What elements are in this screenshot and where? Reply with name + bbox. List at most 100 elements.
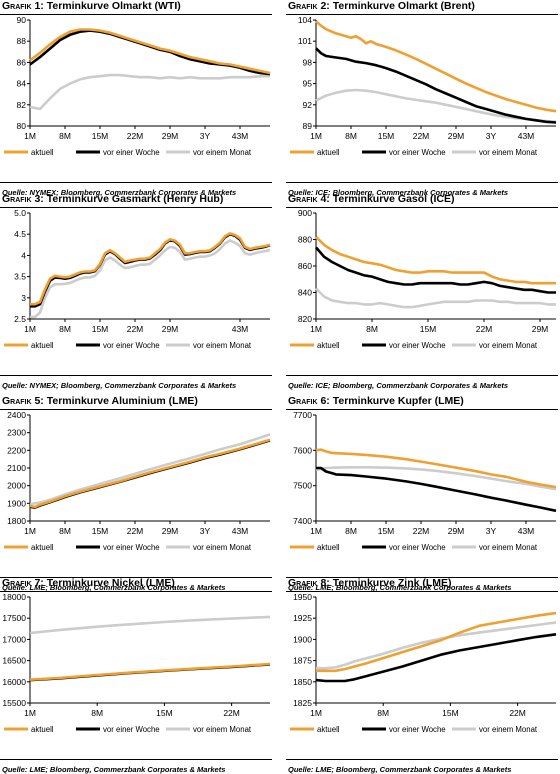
chart-source: Quelle: LME; Bloomberg, Commerzbank Corp…: [288, 583, 512, 592]
series-line-woche: [29, 29, 271, 76]
bottom-rule: [0, 182, 272, 183]
x-tick-label: 8M: [59, 131, 71, 141]
y-tick-label: 3: [21, 293, 26, 303]
legend-label: aktuell: [31, 341, 54, 350]
x-tick-label: 3Y: [200, 131, 211, 141]
x-tick-label: 22M: [509, 708, 526, 718]
chart-title: Grafik 4: Terminkurve Gasöl (ICE): [288, 193, 455, 205]
x-tick-label: 15M: [92, 131, 109, 141]
y-tick-label: 86: [17, 57, 27, 67]
y-tick-label: 1950: [293, 592, 312, 602]
x-tick-label: 1M: [24, 708, 36, 718]
x-tick-label: 43M: [232, 526, 249, 536]
x-tick-label: 8M: [59, 324, 71, 334]
legend-label: vor einer Woche: [103, 543, 160, 552]
series-line-monat: [315, 88, 557, 124]
series-line-aktuell: [315, 448, 557, 489]
top-rule: [286, 591, 558, 592]
x-tick-label: 1M: [310, 708, 322, 718]
y-tick-label: 1850: [293, 677, 312, 687]
top-rule: [286, 207, 558, 208]
series-line-woche: [316, 466, 557, 513]
line-chart: 80 82 84 86 88 90 1M 8M 15M 22M 29M 3Y 43M aktuell vor…: [4, 15, 271, 157]
series-line-aktuell: [316, 611, 557, 673]
chart-title: Grafik 3: Terminkurve Gasmarkt (Henry Hu…: [2, 193, 224, 205]
x-tick-label: 1M: [310, 131, 322, 141]
y-tick-label: 840: [298, 288, 312, 298]
chart-source: Quelle: LME; Bloomberg, Commerzbank Corp…: [2, 765, 226, 774]
legend-label: vor einer Woche: [389, 725, 446, 734]
x-tick-label: 1M: [24, 526, 36, 536]
chart-panel-2: Grafik 2: Terminkurve Olmarkt (Brent) 89…: [286, 0, 558, 197]
x-tick-label: 22M: [127, 526, 144, 536]
x-tick-label: 15M: [420, 324, 437, 334]
series-line-woche: [315, 246, 556, 294]
chart-title: Grafik 8: Terminkurve Zink (LME): [288, 577, 452, 589]
legend-label: vor einer Woche: [103, 148, 160, 157]
legend-label: aktuell: [31, 725, 54, 734]
chart-source: Quelle: ICE; Bloomberg, Commerzbank Corp…: [288, 381, 509, 390]
chart-panel-1: Grafik 1: Terminkurve Olmarkt (WTI) 80 82…: [0, 0, 272, 197]
chart-panel-5: Grafik 5: Terminkurve Aluminium (LME) 18…: [0, 395, 272, 592]
y-tick-label: 88: [17, 36, 27, 46]
y-tick-label: 15500: [2, 698, 26, 708]
series-line-aktuell: [315, 235, 556, 285]
y-tick-label: 1925: [293, 613, 312, 623]
series-line-monat: [29, 73, 270, 111]
legend-label: aktuell: [317, 341, 340, 350]
x-tick-label: 3Y: [486, 526, 497, 536]
chart-source: Quelle: ICE; Bloomberg, Commerzbank Corp…: [288, 188, 509, 197]
legend-label: vor einer Woche: [389, 341, 446, 350]
legend-label: vor einem Monat: [479, 341, 538, 350]
y-tick-label: 4.5: [14, 229, 26, 239]
y-tick-label: 1825: [293, 698, 312, 708]
series-line-aktuell: [30, 232, 271, 306]
chart-title: Grafik 6: Terminkurve Kupfer (LME): [288, 395, 464, 407]
x-tick-label: 29M: [448, 131, 465, 141]
series-line-aktuell: [315, 20, 557, 113]
bottom-rule: [286, 375, 558, 376]
y-tick-label: 3.5: [14, 272, 26, 282]
chart-panel-8: Grafik 8: Terminkurve Zink (LME) 1825 185…: [286, 577, 558, 774]
series-line-woche: [30, 232, 271, 308]
legend-label: vor einer Woche: [389, 543, 446, 552]
legend-label: aktuell: [31, 543, 54, 552]
x-tick-label: 43M: [518, 131, 535, 141]
series-line-woche: [315, 633, 557, 683]
x-tick-label: 15M: [442, 708, 459, 718]
legend-label: aktuell: [31, 148, 54, 157]
y-tick-label: 880: [298, 235, 312, 245]
y-tick-label: 17000: [2, 634, 26, 644]
series-line-aktuell: [29, 438, 271, 509]
line-chart: 15500 16000 16500 17000 17500 18000 1M 8M 15M 22M…: [2, 592, 271, 734]
x-tick-label: 22M: [127, 131, 144, 141]
series-line-monat: [29, 433, 271, 506]
legend-label: vor einer Woche: [103, 341, 160, 350]
y-tick-label: 104: [298, 15, 312, 25]
x-tick-label: 43M: [232, 131, 249, 141]
chart-source: Quelle: NYMEX; Bloomberg, Commerzbank Co…: [2, 381, 237, 390]
bottom-rule: [0, 759, 272, 760]
x-tick-label: 29M: [162, 131, 179, 141]
series-line-monat: [30, 239, 271, 319]
y-tick-label: 7700: [293, 410, 312, 420]
top-rule: [0, 207, 272, 208]
chart-title: Grafik 7: Terminkurve Nickel (LME): [2, 577, 175, 589]
top-rule: [0, 591, 272, 592]
x-tick-label: 15M: [92, 526, 109, 536]
legend-label: aktuell: [317, 543, 340, 552]
chart-source: Quelle: NYMEX; Bloomberg, Commerzbank Co…: [2, 188, 237, 197]
bottom-rule: [0, 375, 272, 376]
y-tick-label: 82: [17, 100, 27, 110]
legend-label: vor einem Monat: [479, 543, 538, 552]
x-tick-label: 22M: [476, 324, 493, 334]
x-tick-label: 15M: [156, 708, 173, 718]
y-tick-label: 17500: [2, 613, 26, 623]
chart-panel-6: Grafik 6: Terminkurve Kupfer (LME) 7400 7…: [286, 395, 558, 592]
line-chart: 1825 1850 1875 1900 1925 1950 1M 8M 15M 22M aktuel…: [290, 592, 557, 734]
x-tick-label: 22M: [413, 131, 430, 141]
x-tick-label: 15M: [378, 131, 395, 141]
x-tick-label: 1M: [24, 324, 36, 334]
x-tick-label: 22M: [223, 708, 240, 718]
y-tick-label: 1900: [293, 634, 312, 644]
